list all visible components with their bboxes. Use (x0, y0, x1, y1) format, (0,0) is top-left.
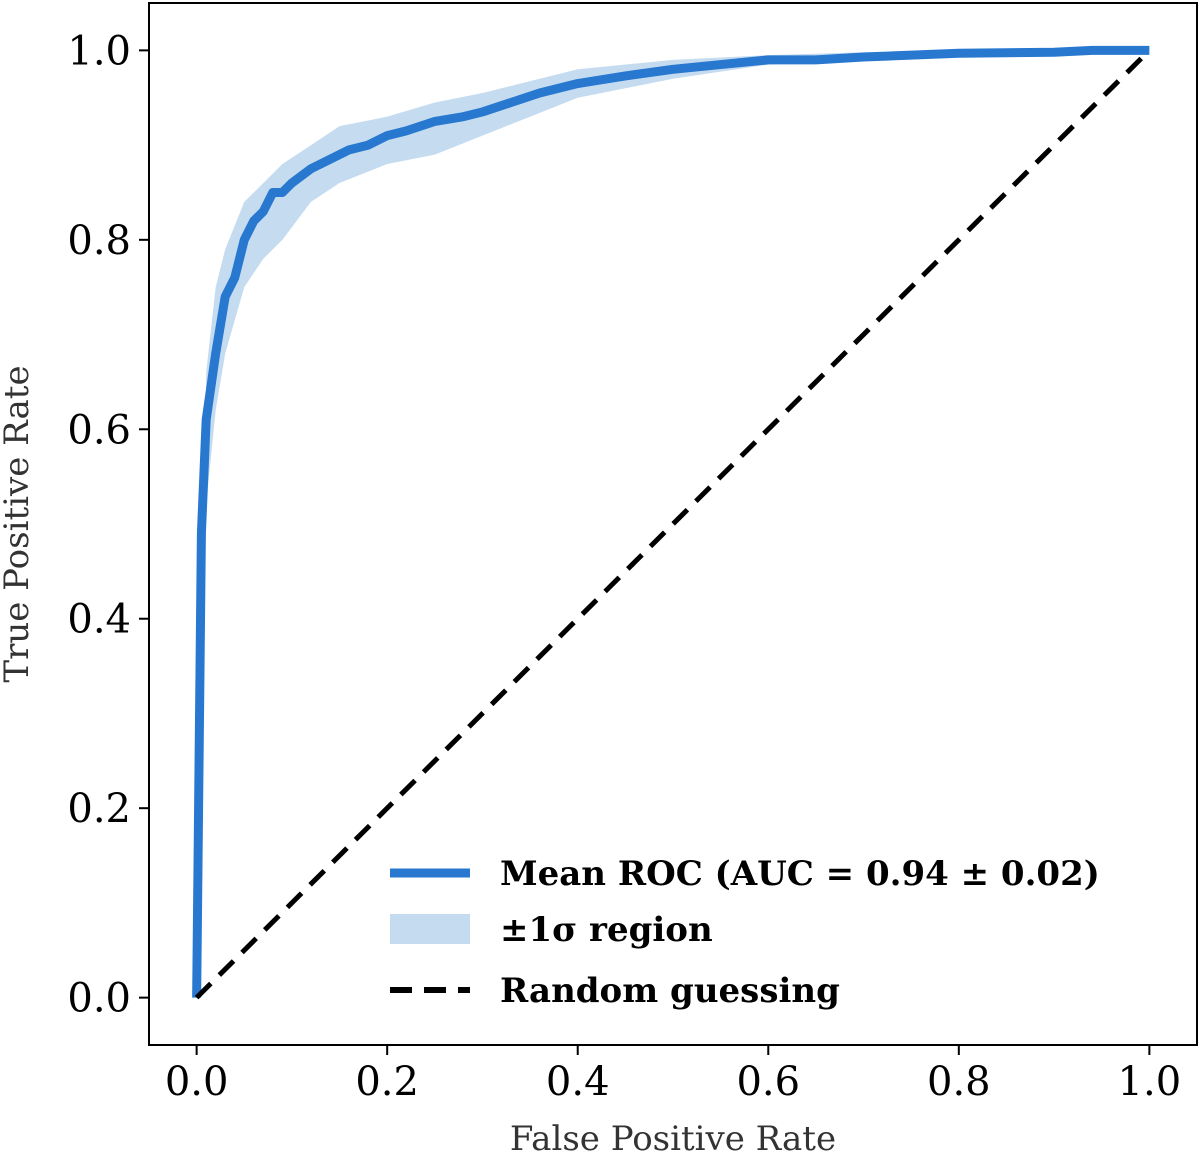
y-tick-label: 0.6 (67, 407, 131, 453)
legend-band-swatch (390, 914, 470, 944)
y-tick-label: 0.8 (67, 218, 131, 264)
x-tick-label: 1.0 (1118, 1059, 1182, 1105)
x-tick-label: 0.6 (736, 1059, 800, 1105)
legend: Mean ROC (AUC = 0.94 ± 0.02) ±1σ region … (390, 854, 1100, 1011)
y-tick-label: 0.0 (67, 976, 131, 1022)
plot-frame (148, 2, 1198, 1046)
legend-mean-roc-label: Mean ROC (AUC = 0.94 ± 0.02) (500, 854, 1100, 894)
y-tick-label: 0.4 (67, 597, 131, 643)
y-tick-label: 0.2 (67, 786, 131, 832)
x-tick-label: 0.4 (546, 1059, 610, 1105)
tick-layer: 0.0 0.2 0.4 0.6 0.8 1.0 0.0 0.2 0.4 0.6 0.8 1.0 (67, 28, 1181, 1105)
y-axis-label: True Positive Rate (0, 365, 37, 682)
mean-roc-line (192, 45, 1150, 998)
x-axis-label: False Positive Rate (510, 1119, 836, 1159)
y-tick-label: 1.0 (67, 28, 131, 74)
legend-band-label: ±1σ region (500, 910, 713, 950)
line-layer (192, 45, 1152, 1000)
legend-random-label: Random guessing (500, 971, 840, 1011)
x-tick-label: 0.0 (165, 1059, 229, 1105)
x-tick-label: 0.8 (927, 1059, 991, 1105)
x-tick-label: 0.2 (355, 1059, 419, 1105)
